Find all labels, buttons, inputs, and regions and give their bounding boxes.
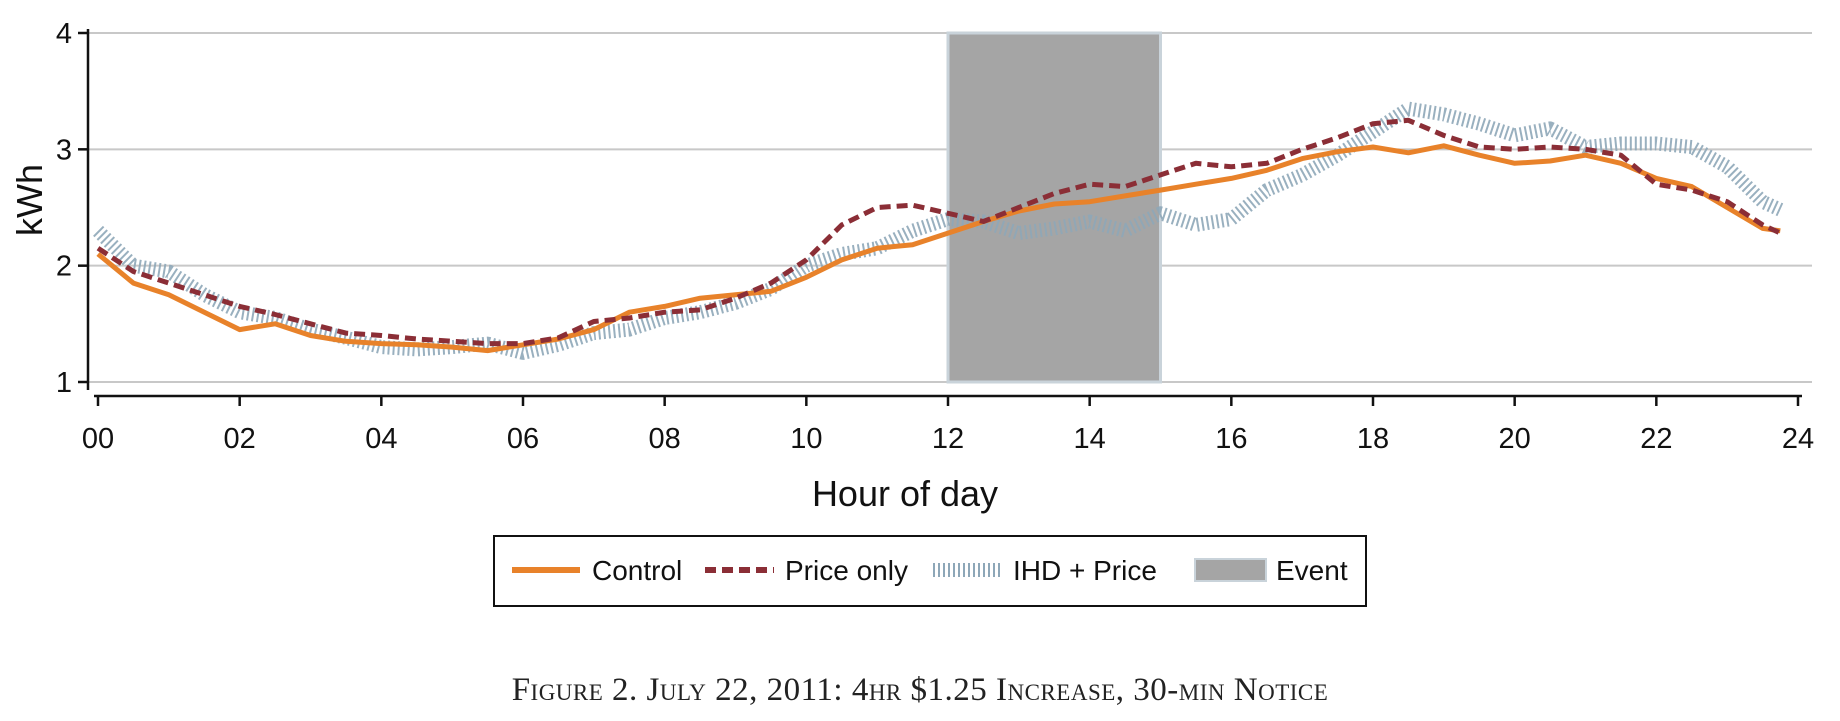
series-control-line (96, 143, 1781, 354)
legend-label: IHD + Price (1013, 555, 1157, 586)
series-layer (93, 101, 1784, 360)
legend-label: Price only (785, 555, 908, 586)
y-axis-title: kWh (9, 164, 50, 236)
x-axis-title: Hour of day (812, 473, 998, 514)
series-price-only-line (96, 117, 1782, 347)
x-tick-label: 24 (1782, 423, 1814, 455)
x-tick-label: 16 (1215, 423, 1247, 455)
x-tick-label: 20 (1499, 423, 1531, 455)
legend-label: Event (1276, 555, 1348, 586)
y-tick-label: 1 (56, 367, 72, 399)
x-tick-label: 14 (1074, 423, 1106, 455)
event-band (946, 31, 1162, 384)
legend-label: Control (592, 555, 682, 586)
x-tick-label: 04 (365, 423, 397, 455)
series-ihd-price-line (93, 101, 1784, 360)
x-tick-label: 08 (649, 423, 681, 455)
legend: Control Price only IHD + Price Event (493, 535, 1367, 607)
x-tick-label: 12 (932, 423, 964, 455)
event-layer (946, 31, 1162, 384)
x-tick-label: 00 (82, 423, 114, 455)
x-tick-label: 06 (507, 423, 539, 455)
y-tick-label: 4 (56, 18, 72, 50)
figure-caption: Figure 2. July 22, 2011: 4hr $1.25 Incre… (511, 672, 1329, 708)
x-tick-label: 02 (224, 423, 256, 455)
legend-swatch-event (1194, 558, 1267, 582)
x-tick-label: 10 (790, 423, 822, 455)
x-tick-label: 22 (1640, 423, 1672, 455)
y-tick-label: 2 (56, 251, 72, 283)
x-tick-label: 18 (1357, 423, 1389, 455)
y-tick-label: 3 (56, 134, 72, 166)
